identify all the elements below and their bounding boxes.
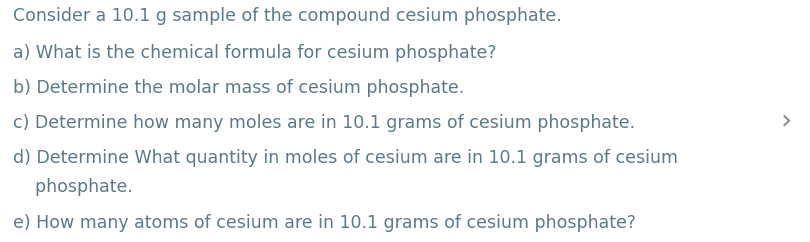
Text: ›: › [780, 107, 791, 135]
Text: a) What is the chemical formula for cesium phosphate?: a) What is the chemical formula for cesi… [13, 44, 497, 62]
Text: c) Determine how many moles are in 10.1 grams of cesium phosphate.: c) Determine how many moles are in 10.1 … [13, 114, 635, 132]
Text: b) Determine the molar mass of cesium phosphate.: b) Determine the molar mass of cesium ph… [13, 79, 464, 97]
Text: d) Determine What quantity in moles of cesium are in 10.1 grams of cesium: d) Determine What quantity in moles of c… [13, 149, 678, 167]
Text: Consider a 10.1 g sample of the compound cesium phosphate.: Consider a 10.1 g sample of the compound… [13, 8, 561, 25]
Text: phosphate.: phosphate. [13, 178, 133, 196]
Text: e) How many atoms of cesium are in 10.1 grams of cesium phosphate?: e) How many atoms of cesium are in 10.1 … [13, 214, 636, 232]
